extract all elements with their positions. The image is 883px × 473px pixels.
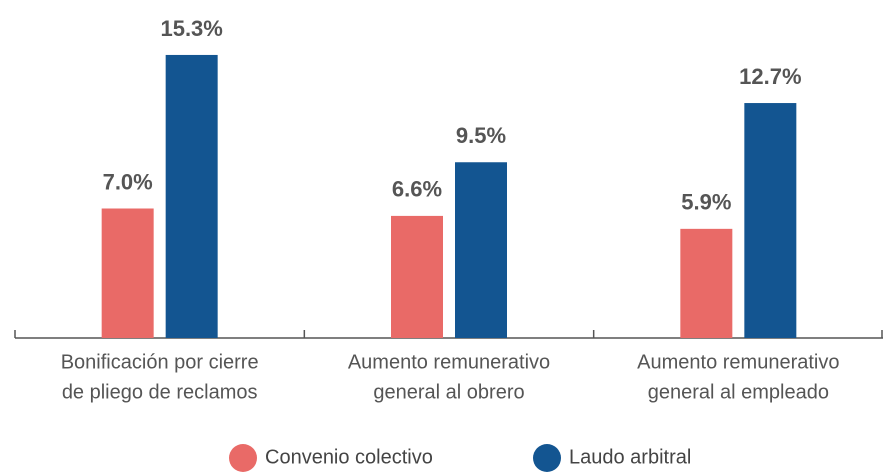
legend-swatch <box>533 444 561 472</box>
x-tick-label: Aumento remunerativo <box>637 351 839 373</box>
x-tick-label: general al empleado <box>648 381 829 403</box>
bar <box>680 228 733 338</box>
data-label: 12.7% <box>739 64 801 89</box>
data-label: 15.3% <box>160 16 222 41</box>
data-label: 6.6% <box>392 177 442 202</box>
bar <box>101 208 154 338</box>
bar <box>391 215 443 338</box>
data-label: 9.5% <box>456 123 506 148</box>
legend-label: Convenio colectivo <box>265 446 433 468</box>
legend-swatch <box>229 444 257 472</box>
bar <box>744 103 797 338</box>
x-tick-label: Aumento remunerativo <box>348 351 550 373</box>
data-label: 7.0% <box>103 169 153 194</box>
legend-label: Laudo arbitral <box>569 446 691 468</box>
bar <box>165 54 218 338</box>
data-label: 5.9% <box>681 190 731 215</box>
bar <box>455 162 507 338</box>
x-tick-label: general al obrero <box>373 381 524 403</box>
x-tick-label: de pliego de reclamos <box>62 381 258 403</box>
x-tick-label: Bonificación por cierre <box>61 351 259 373</box>
